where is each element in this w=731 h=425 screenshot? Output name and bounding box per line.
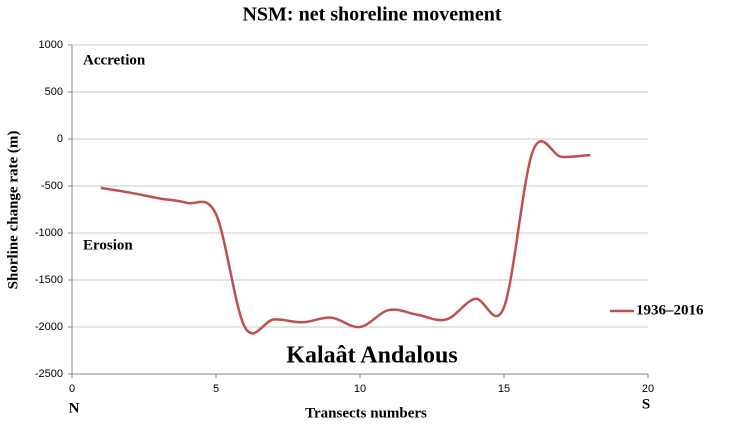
- annotation: Erosion: [83, 237, 133, 253]
- y-tick-label: -2000: [35, 321, 63, 333]
- legend-label: 1936–2016: [636, 302, 704, 318]
- x-axis-label: Transects numbers: [305, 405, 427, 421]
- annotation: Kalaât Andalous: [286, 343, 457, 369]
- x-tick-label: 15: [498, 383, 510, 395]
- line: [100, 140, 591, 335]
- y-tick-label: 1000: [39, 39, 63, 51]
- y-tick-label: -2500: [35, 368, 63, 380]
- annotation: S: [642, 396, 650, 412]
- x-tick-label: 10: [354, 383, 366, 395]
- annotation: N: [69, 400, 80, 416]
- y-tick-label: -1500: [35, 274, 63, 286]
- chart-title: NSM: net shoreline movement: [242, 4, 501, 26]
- x-tick-label: 0: [69, 383, 75, 395]
- y-tick-label: 500: [45, 86, 63, 98]
- x-tick-label: 20: [642, 383, 654, 395]
- y-tick-label: -1000: [35, 227, 63, 239]
- x-tick-label: 5: [213, 383, 219, 395]
- y-axis-label: Shorline change rate (m): [5, 131, 21, 290]
- y-tick-label: -500: [41, 180, 63, 192]
- annotation: Accretion: [83, 52, 146, 68]
- y-tick-label: 0: [57, 133, 63, 145]
